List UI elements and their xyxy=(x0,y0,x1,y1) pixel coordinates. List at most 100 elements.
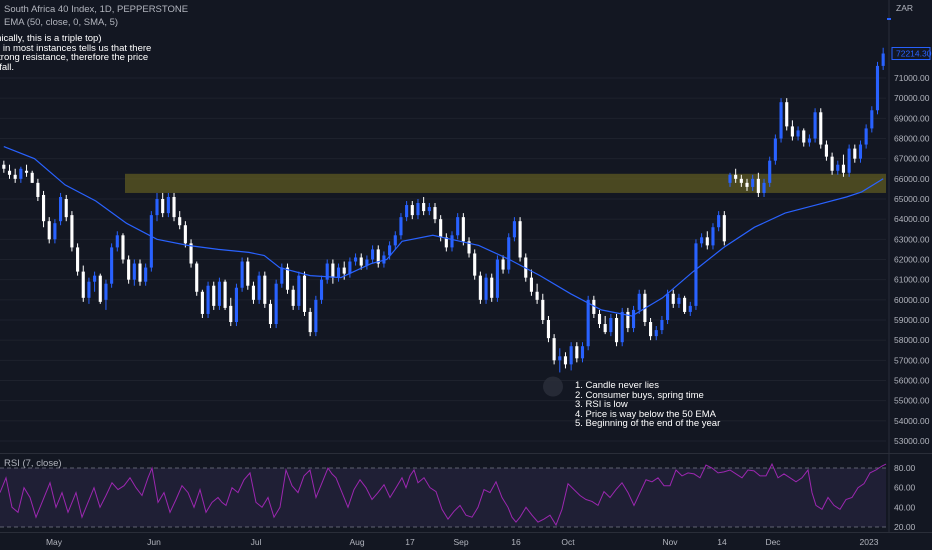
annotation-line: 1. Candle never lies xyxy=(575,380,659,391)
candle-bull xyxy=(393,235,397,246)
candle-bear xyxy=(183,225,187,244)
candle-bear xyxy=(121,235,125,260)
rsi-axis: 20.00 40.00 60.00 80.00 xyxy=(894,463,916,532)
candle-bull xyxy=(365,259,369,266)
price-tick-label: 53000.00 xyxy=(894,436,930,446)
price-tick-label: 55000.00 xyxy=(894,396,930,406)
candle-bear xyxy=(444,237,448,248)
candle-bull xyxy=(700,237,704,244)
candle-bear xyxy=(212,285,216,306)
candle-bear xyxy=(138,263,142,282)
candle-bear xyxy=(546,320,551,339)
candle-bear xyxy=(756,178,760,193)
price-axis[interactable]: 53000.00 54000.00 55000.00 56000.00 57000.00… xyxy=(887,0,930,532)
candle-bear xyxy=(268,303,273,325)
candle-bear xyxy=(649,322,653,337)
candle-bull xyxy=(711,227,715,246)
candle-bull xyxy=(631,309,636,329)
candle-bull xyxy=(609,317,613,333)
ema-indicator-label[interactable]: EMA (50, close, 0, SMA, 5) xyxy=(4,17,119,28)
scale-marker xyxy=(887,18,891,20)
rsi-indicator-label[interactable]: RSI (7, close) xyxy=(4,458,62,469)
symbol-title[interactable]: South Africa 40 Index, 1D, PEPPERSTONE xyxy=(4,4,189,15)
candle-bear xyxy=(36,182,40,197)
candle-bull xyxy=(637,293,641,310)
candle-bull xyxy=(144,267,148,282)
price-tick-label: 54000.00 xyxy=(894,416,930,426)
price-tick-label: 67000.00 xyxy=(894,154,930,164)
candle-bull xyxy=(297,275,301,306)
candle-bear xyxy=(410,205,414,216)
candle-bull xyxy=(405,205,409,218)
candle-bear xyxy=(229,305,233,323)
price-grid xyxy=(0,77,886,442)
candle-bull xyxy=(836,164,840,171)
candle-bull xyxy=(206,285,210,314)
candle-bear xyxy=(30,172,34,183)
candle-bull xyxy=(319,279,324,300)
candle-bear xyxy=(841,164,846,173)
annotation-line: 4. Price is way below the 50 EMA xyxy=(575,408,716,420)
time-tick-label: 2023 xyxy=(860,537,879,547)
currency-label: ZAR xyxy=(896,3,913,13)
candle-bull xyxy=(796,130,800,137)
candle-bear xyxy=(529,277,533,292)
candle-bull xyxy=(166,196,170,214)
circle-marker xyxy=(543,376,563,397)
rsi-tick-label: 80.00 xyxy=(894,463,916,473)
price-tick-label: 70000.00 xyxy=(894,93,930,103)
candle-bear xyxy=(13,174,17,179)
candle-bull xyxy=(336,267,341,278)
candle-bull xyxy=(274,283,278,325)
candle-bull xyxy=(779,102,783,139)
candle-bull xyxy=(371,249,375,260)
candle-bull xyxy=(53,223,57,240)
price-tick-label: 60000.00 xyxy=(894,295,930,305)
candle-bull xyxy=(104,283,108,300)
candle-bull xyxy=(87,281,91,298)
candle-bear xyxy=(461,217,465,242)
candle-bull xyxy=(847,148,851,173)
candle-bear xyxy=(302,275,307,312)
candle-bear xyxy=(705,237,709,246)
candle-bear xyxy=(473,253,477,276)
time-tick-label: Sep xyxy=(453,537,468,547)
candle-bear xyxy=(98,275,102,302)
candle-bear xyxy=(178,217,182,226)
candle-bull xyxy=(314,299,318,333)
candle-bull xyxy=(870,110,874,129)
candle-bear xyxy=(819,112,823,145)
rsi-line xyxy=(0,462,887,527)
candle-bear xyxy=(541,299,545,320)
time-tick-label: 16 xyxy=(511,537,521,547)
candle-bull xyxy=(399,217,403,236)
time-axis[interactable]: May Jun Jul Aug 17 Sep 16 Oct Nov 14 Dec 2023 xyxy=(46,537,879,547)
candle-bull xyxy=(149,215,153,268)
annotation-line: 2. Consumer buys, spring time xyxy=(575,389,704,401)
candle-bull xyxy=(864,128,868,145)
candle-bear xyxy=(161,199,165,214)
price-tick-label: 68000.00 xyxy=(894,134,930,144)
price-tick-label: 56000.00 xyxy=(894,376,930,386)
candle-bull xyxy=(580,346,585,359)
candle-bear xyxy=(439,219,443,238)
candle-bear xyxy=(359,257,363,266)
candle-bear xyxy=(785,102,789,127)
candle-bear xyxy=(734,174,738,179)
candle-bull xyxy=(110,247,114,284)
annotation-line: 3. RSI is low xyxy=(575,399,628,411)
time-tick-label: Jun xyxy=(147,537,161,547)
candle-bear xyxy=(246,261,250,286)
price-tick-label: 59000.00 xyxy=(894,315,930,325)
candle-bear xyxy=(251,285,256,300)
candle-bull xyxy=(507,237,511,270)
candle-bear xyxy=(683,297,687,312)
candle-bear xyxy=(2,164,6,169)
candle-bull xyxy=(620,311,624,343)
candle-bear xyxy=(291,289,295,306)
candle-bull xyxy=(751,178,755,187)
time-tick-label: 17 xyxy=(405,537,415,547)
candle-bear xyxy=(563,356,568,365)
price-tick-label: 69000.00 xyxy=(894,113,930,123)
